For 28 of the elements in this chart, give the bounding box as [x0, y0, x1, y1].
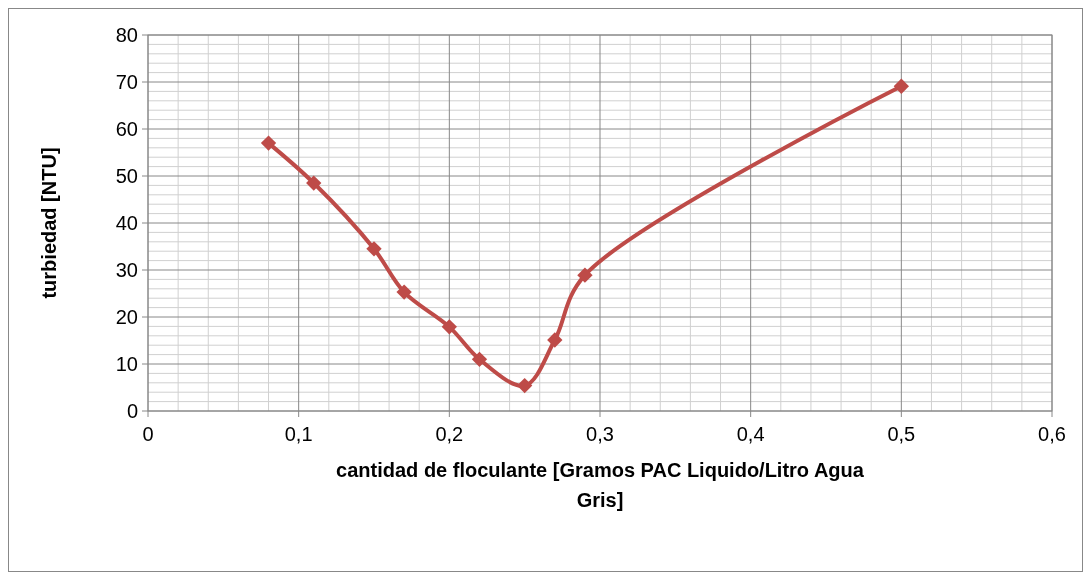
y-tick-label: 80	[115, 24, 138, 46]
x-tick-label: 0,3	[586, 423, 614, 445]
x-tick-label: 0,1	[284, 423, 313, 445]
y-tick-label: 0	[126, 400, 138, 422]
x-tick-label: 0,4	[736, 423, 765, 445]
point	[396, 284, 412, 300]
y-tick-label: 20	[115, 306, 138, 328]
x-axis-title: cantidad de floculante [Gramos PAC Liquido/Litro Agua Gris]	[336, 459, 865, 511]
x-tick-label: 0,5	[887, 423, 916, 445]
point	[547, 332, 563, 348]
point	[306, 175, 322, 191]
x-tick-label: 0,2	[435, 423, 464, 445]
point	[366, 241, 382, 257]
point	[471, 351, 488, 367]
y-tick-label: 70	[115, 71, 138, 93]
point	[893, 78, 909, 94]
point	[517, 377, 533, 394]
point	[577, 267, 593, 283]
x-tick-label: 0,6	[1038, 423, 1066, 445]
y-tick-label: 50	[115, 165, 138, 187]
point	[441, 319, 457, 335]
y-tick-label: 10	[115, 353, 138, 375]
y-tick-label: 40	[115, 212, 138, 234]
x-tick-label: 0	[142, 423, 154, 445]
y-tick-label: 60	[115, 118, 138, 140]
y-tick-label: 30	[115, 259, 138, 281]
y-axis-title: turbiedad [NTU]	[38, 147, 60, 299]
point	[260, 135, 277, 151]
